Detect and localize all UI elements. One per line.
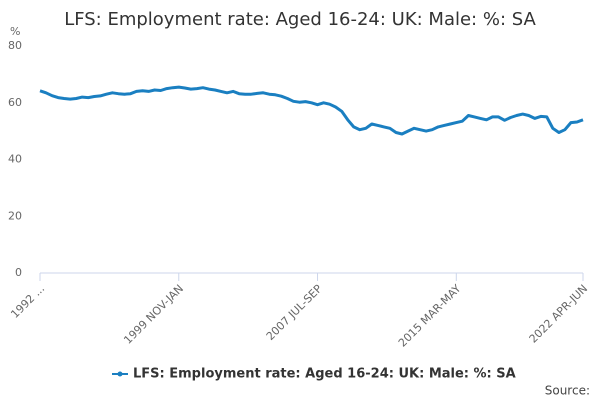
x-tick-label: 1999 NOV-JAN: [121, 282, 186, 347]
y-tick-label: 0: [15, 266, 22, 279]
legend-marker: [117, 371, 123, 377]
y-tick-label: 20: [8, 209, 22, 222]
x-tick-label: 2007 JUL-SEP: [264, 282, 325, 343]
x-tick-label: 2015 MAR-MAY: [396, 282, 464, 350]
y-tick-label: 60: [8, 96, 22, 109]
chart-title: LFS: Employment rate: Aged 16-24: UK: Ma…: [64, 9, 536, 30]
y-tick-label: 40: [8, 153, 22, 166]
source: Source:: [545, 384, 590, 398]
x-tick-label: 2022 APR-JUN: [527, 282, 591, 346]
y-axis-label: %: [10, 25, 20, 38]
y-tick-label: 80: [8, 39, 22, 52]
series-line: [39, 85, 584, 136]
legend-label[interactable]: LFS: Employment rate: Aged 16-24: UK: Ma…: [133, 367, 516, 382]
x-tick-label: 1992 ...: [8, 282, 47, 321]
